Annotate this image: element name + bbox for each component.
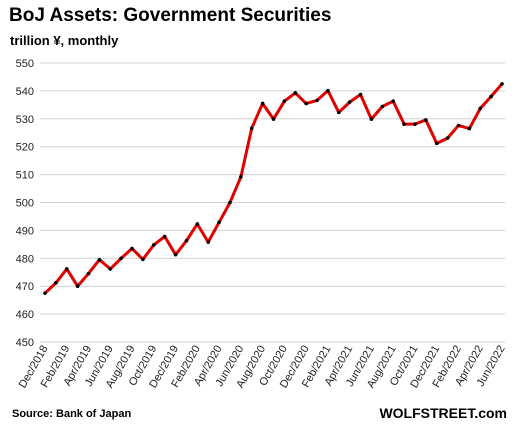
source-note: Source: Bank of Japan — [12, 408, 132, 420]
gridlines — [40, 62, 505, 343]
y-tick-label-540: 540 — [16, 86, 34, 98]
data-point — [271, 117, 276, 121]
y-tick-label-470: 470 — [16, 281, 34, 293]
data-point — [326, 88, 330, 93]
y-tick-label-520: 520 — [16, 142, 34, 154]
data-point — [336, 110, 341, 115]
data-point — [108, 267, 113, 271]
data-point — [434, 141, 439, 146]
data-point — [152, 243, 156, 247]
data-point — [119, 256, 123, 261]
data-point — [141, 257, 145, 262]
brand-logo: WOLFSTREET.com — [379, 405, 507, 421]
data-point — [402, 122, 406, 126]
data-point — [500, 82, 504, 86]
data-point — [130, 246, 134, 251]
y-axis: 450 460 470 480 490 500 510 520 530 540 550 — [16, 58, 34, 349]
data-point — [478, 106, 483, 111]
data-point — [456, 123, 461, 128]
y-tick-label-450: 450 — [16, 337, 34, 349]
data-point — [75, 284, 80, 289]
data-point — [380, 104, 385, 109]
y-tick-label-530: 530 — [16, 114, 34, 126]
data-point — [43, 291, 47, 295]
data-point — [347, 100, 352, 104]
data-point — [391, 99, 395, 104]
data-point — [173, 252, 178, 257]
y-tick-label-510: 510 — [16, 170, 34, 182]
data-point — [162, 234, 167, 239]
data-point — [282, 99, 287, 104]
y-tick-label-550: 550 — [16, 58, 34, 70]
series-line — [43, 82, 504, 295]
data-point — [304, 101, 308, 106]
data-point — [239, 175, 243, 179]
y-tick-label-460: 460 — [16, 309, 34, 321]
data-point — [467, 126, 472, 131]
data-point — [54, 281, 58, 285]
y-tick-label-500: 500 — [16, 198, 34, 210]
data-point — [184, 238, 189, 243]
data-point — [228, 200, 232, 205]
data-point — [369, 117, 374, 121]
data-point — [217, 220, 221, 225]
data-point — [489, 94, 493, 99]
data-point — [195, 222, 200, 226]
data-point — [358, 92, 363, 97]
data-point — [413, 122, 417, 126]
data-point — [260, 101, 265, 106]
y-tick-label-490: 490 — [16, 225, 34, 237]
data-point — [293, 91, 298, 95]
data-point — [64, 267, 69, 271]
data-point — [315, 98, 319, 103]
x-axis: Dec/2018Feb/2019Apr/2019Jun/2019Aug/2019… — [17, 341, 508, 390]
data-point — [206, 240, 211, 244]
data-point — [97, 257, 102, 262]
series-markers — [43, 82, 504, 295]
chart-subtitle: trillion ¥, monthly — [10, 33, 119, 48]
chart-title: BoJ Assets: Government Securities — [9, 5, 332, 26]
data-point — [86, 271, 91, 276]
series-line-path — [43, 82, 504, 295]
data-point — [249, 126, 254, 131]
data-point — [424, 118, 428, 122]
y-tick-label-480: 480 — [16, 253, 34, 265]
data-point — [445, 136, 450, 140]
